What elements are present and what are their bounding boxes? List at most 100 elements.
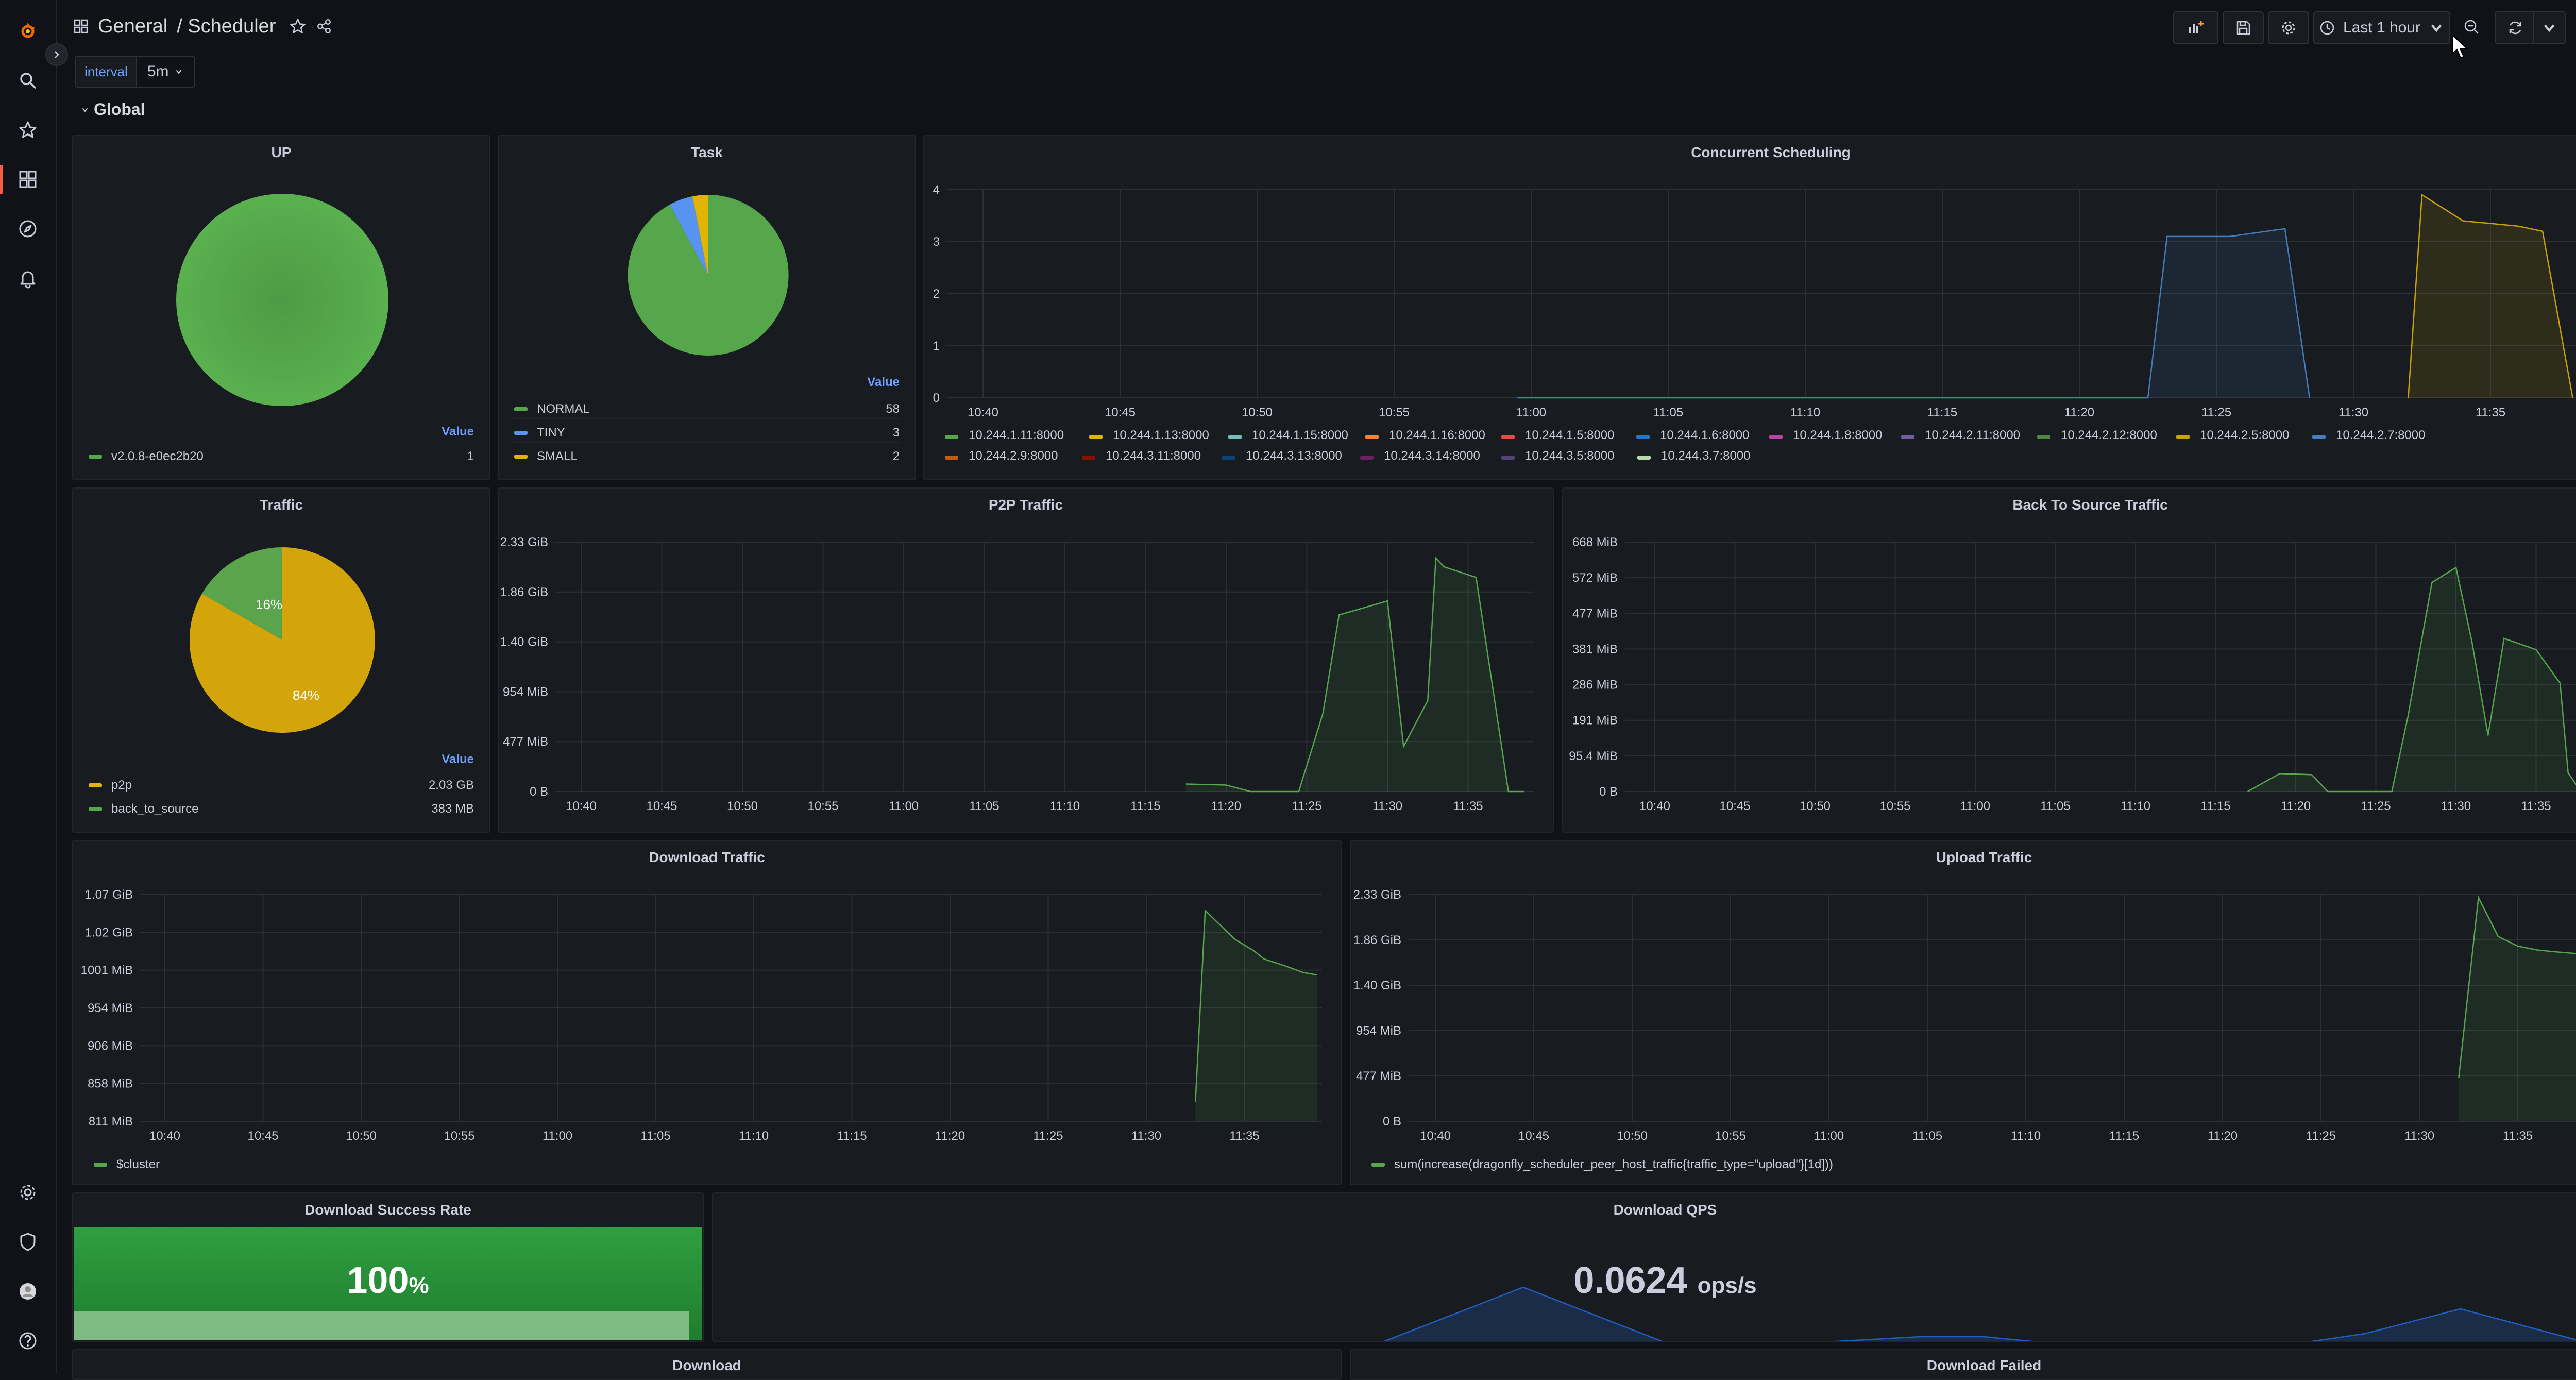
breadcrumb-folder[interactable]: General <box>98 15 168 37</box>
x-tick-label: 10:50 <box>346 1129 377 1143</box>
refresh-button[interactable] <box>2495 11 2536 44</box>
legend-label: 10.244.3.13:8000 <box>1246 449 1342 463</box>
dashboard-grid-icon <box>74 19 88 33</box>
refresh-interval-dropdown[interactable] <box>2533 11 2566 44</box>
starred-icon[interactable] <box>11 113 44 146</box>
legend-item[interactable]: v2.0.8-e0ec2b20 1 <box>89 447 474 466</box>
panel-upload-traffic: Upload Traffic 0 B 477 MiB 954 MiB 1.40 GiB… <box>1350 840 2576 1185</box>
legend-swatch <box>1901 435 1914 439</box>
value-column-header[interactable]: Value <box>442 425 474 439</box>
row-global-toggle[interactable]: Global <box>80 100 145 119</box>
x-tick-label: 11:00 <box>1814 1129 1844 1143</box>
panel-title[interactable]: Upload Traffic <box>1936 849 2032 865</box>
dashboard-settings-button[interactable] <box>2268 11 2309 44</box>
legend-item-cluster[interactable]: $cluster <box>94 1155 160 1174</box>
panel-title[interactable]: Download QPS <box>1613 1202 1717 1218</box>
row-title: Global <box>94 100 145 119</box>
y-tick-label: 668 MiB <box>1572 535 1618 549</box>
y-tick-label: 286 MiB <box>1572 678 1618 692</box>
y-tick-label: 2 <box>933 287 940 301</box>
qps-line <box>1383 1286 2576 1341</box>
panel-download-traffic: Download Traffic 811 MiB 858 MiB 906 MiB 95… <box>72 840 1342 1185</box>
x-tick-label: 11:35 <box>2503 1129 2533 1143</box>
legend-swatch <box>89 455 102 459</box>
legend-item-p2p[interactable]: p2p 2.03 GB <box>89 776 474 795</box>
server-admin-shield-icon[interactable] <box>11 1225 44 1258</box>
y-tick-label: 191 MiB <box>1572 714 1618 728</box>
legend-label: NORMAL <box>537 402 590 416</box>
legend-swatch <box>1222 456 1235 460</box>
panel-title[interactable]: Download Failed <box>1926 1357 2042 1373</box>
legend-swatch <box>514 431 528 435</box>
y-tick-label: 1.02 GiB <box>85 925 133 939</box>
legend-label: 10.244.1.6:8000 <box>1660 428 1750 442</box>
panel-title[interactable]: UP <box>271 144 292 160</box>
legend-swatch <box>2037 435 2050 439</box>
y-tick-label: 906 MiB <box>88 1039 133 1053</box>
add-panel-button[interactable] <box>2173 11 2218 44</box>
panel-title[interactable]: Download Success Rate <box>304 1202 471 1218</box>
legend-value: 383 MB <box>431 802 474 816</box>
value-column-header[interactable]: Value <box>442 752 474 766</box>
legend-swatch <box>2312 435 2326 439</box>
series-line <box>1195 909 1317 1103</box>
panel-title[interactable]: Task <box>691 144 723 160</box>
search-icon[interactable] <box>11 64 44 97</box>
star-icon[interactable] <box>289 18 307 35</box>
help-icon[interactable] <box>11 1324 44 1357</box>
grafana-logo-icon[interactable] <box>11 14 44 47</box>
panel-title[interactable]: P2P Traffic <box>988 497 1063 513</box>
legend-item-back-to-source[interactable]: back_to_source 383 MB <box>89 800 474 818</box>
panel-title[interactable]: Back To Source Traffic <box>2012 497 2168 513</box>
y-tick-label: 4 <box>933 183 940 197</box>
legend-label: back_to_source <box>111 802 199 816</box>
x-tick-label: 10:55 <box>1879 799 1910 813</box>
user-avatar-icon[interactable] <box>11 1275 44 1308</box>
legend-swatch <box>945 435 958 439</box>
legend-swatch <box>1360 456 1374 460</box>
y-tick-label: 954 MiB <box>1356 1024 1401 1038</box>
y-tick-label: 477 MiB <box>1572 607 1618 620</box>
panel-title[interactable]: Download <box>672 1357 741 1373</box>
x-tick-label: 10:55 <box>1715 1129 1746 1143</box>
x-tick-label: 10:45 <box>1518 1129 1549 1143</box>
variable-interval-select[interactable]: 5m <box>137 56 195 88</box>
y-tick-label: 95.4 MiB <box>1569 749 1618 763</box>
x-tick-label: 11:05 <box>1653 406 1683 419</box>
x-tick-label: 10:50 <box>1242 406 1273 419</box>
panel-title[interactable]: Download Traffic <box>649 849 765 865</box>
alerting-bell-icon[interactable] <box>11 262 44 295</box>
task-slice-tiny <box>670 196 708 275</box>
x-tick-label: 11:10 <box>739 1129 769 1143</box>
breadcrumb: General / Scheduler <box>73 13 332 39</box>
x-tick-label: 11:00 <box>543 1129 572 1143</box>
legend-item-upload[interactable]: sum(increase(dragonfly_scheduler_peer_ho… <box>1371 1155 1833 1174</box>
share-icon[interactable] <box>316 18 332 35</box>
legend-label: 10.244.2.9:8000 <box>969 449 1058 463</box>
zoom-out-button[interactable] <box>2454 11 2488 42</box>
stat-number: 100 <box>347 1260 409 1301</box>
configuration-gear-icon[interactable] <box>11 1176 44 1209</box>
panel-title[interactable]: Traffic <box>259 497 303 513</box>
x-tick-label: 10:40 <box>1639 799 1670 813</box>
variable-interval-label: interval <box>75 56 137 88</box>
breadcrumb-dashboard-title[interactable]: / Scheduler <box>177 15 276 37</box>
legend-item-small[interactable]: SMALL 2 <box>514 447 900 466</box>
legend-label: TINY <box>537 426 565 440</box>
panel-title[interactable]: Concurrent Scheduling <box>1691 144 1851 160</box>
panel-up: UP Value v2.0.8-e0ec2b20 1 <box>72 135 490 480</box>
legend-item-normal[interactable]: NORMAL 58 <box>514 400 900 419</box>
dashboards-icon[interactable] <box>11 163 44 196</box>
y-tick-label: 1.40 GiB <box>1353 979 1401 992</box>
time-picker-button[interactable]: Last 1 hour <box>2313 11 2450 44</box>
explore-icon[interactable] <box>11 212 44 245</box>
save-dashboard-button[interactable] <box>2223 11 2264 44</box>
y-tick-label: 477 MiB <box>1356 1069 1401 1083</box>
expand-menu-button[interactable] <box>45 43 68 66</box>
x-tick-label: 11:15 <box>1927 406 1957 419</box>
x-tick-label: 10:40 <box>566 799 597 813</box>
value-column-header[interactable]: Value <box>867 375 900 389</box>
legend-swatch <box>1501 456 1515 460</box>
legend-item-tiny[interactable]: TINY 3 <box>514 424 900 443</box>
chevron-right-icon <box>55 51 59 58</box>
